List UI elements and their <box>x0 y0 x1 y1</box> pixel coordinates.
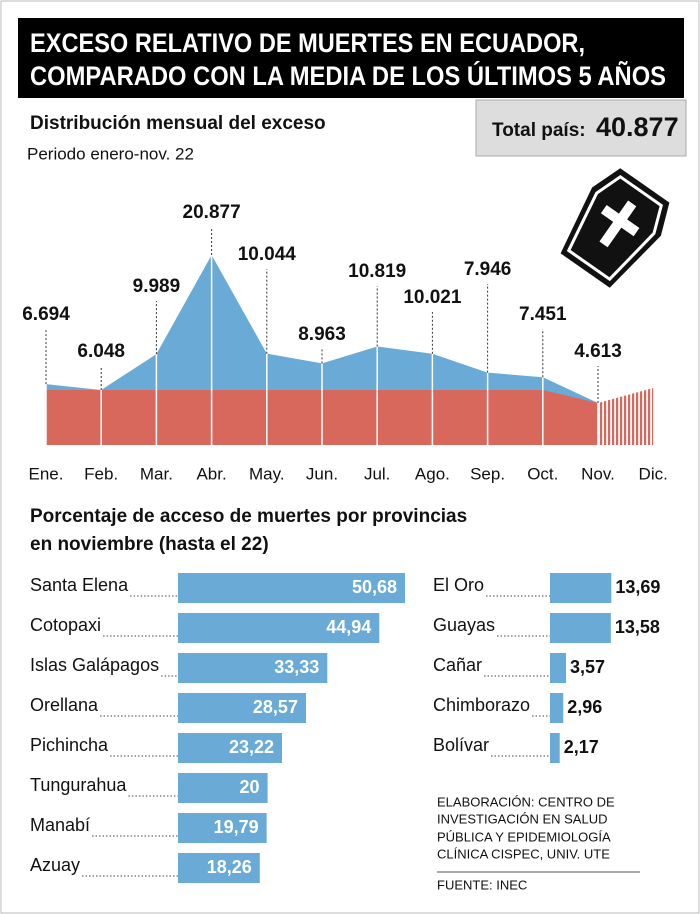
value-label: 6.694 <box>22 304 70 325</box>
category-label: Orellana <box>30 695 99 715</box>
x-tick-label: May. <box>249 464 285 483</box>
category-label: Santa Elena <box>30 575 129 595</box>
value-label: 50,68 <box>352 577 397 597</box>
value-label: 13,69 <box>615 577 660 597</box>
value-label: 10.819 <box>348 261 406 282</box>
total-box <box>475 99 687 157</box>
value-label: 8.963 <box>298 324 346 345</box>
value-label: 18,26 <box>207 857 252 877</box>
value-label: 7.451 <box>519 304 567 325</box>
value-label: 20 <box>240 777 260 797</box>
credit: PÚBLICA Y EPIDEMIOLOGÍA <box>437 829 611 844</box>
category-label: Azuay <box>30 855 80 875</box>
credit: INVESTIGACIÓN EN SALUD <box>437 811 607 826</box>
category-label: Manabí <box>30 815 90 835</box>
bar-title: Porcentaje de acceso de muertes por prov… <box>30 506 467 527</box>
credit: CLÍNICA CISPEC, UNIV. UTE <box>437 846 610 861</box>
title: EXCESO RELATIVO DE MUERTES EN ECUADOR, <box>30 28 585 58</box>
category-label: El Oro <box>433 575 484 595</box>
bar <box>550 733 560 763</box>
bar <box>178 733 283 763</box>
category-label: Islas Galápagos <box>30 655 159 675</box>
value-label: 23,22 <box>229 737 274 757</box>
value-label: 2,17 <box>564 737 599 757</box>
bar <box>178 853 260 883</box>
category-label: Cañar <box>433 655 482 675</box>
x-tick-label: Mar. <box>140 464 173 483</box>
title: COMPARADO CON LA MEDIA DE LOS ÚLTIMOS 5 … <box>30 60 666 91</box>
x-tick-label: Jun. <box>306 464 338 483</box>
x-tick-label: Ago. <box>415 464 450 483</box>
value-label: 4.613 <box>574 341 622 362</box>
x-tick-label: Ene. <box>29 464 64 483</box>
header-bg <box>18 18 684 98</box>
x-tick-label: Abr. <box>196 464 226 483</box>
x-tick-label: Feb. <box>84 464 118 483</box>
bar <box>178 813 267 843</box>
value-label: 7.946 <box>464 259 512 280</box>
bar <box>550 573 612 603</box>
category-label: Bolívar <box>433 735 489 755</box>
total-value: 40.877 <box>596 112 679 142</box>
value-label: 9.989 <box>133 276 181 297</box>
x-tick-label: Oct. <box>527 464 558 483</box>
category-label: Guayas <box>433 615 495 635</box>
bar <box>178 693 306 723</box>
value-label: 2,96 <box>567 697 602 717</box>
bar <box>178 653 328 683</box>
area-title: Distribución mensual del exceso <box>30 113 326 134</box>
value-label: 33,33 <box>274 657 319 677</box>
coffin-icon <box>560 168 670 288</box>
bar <box>550 653 566 683</box>
x-tick-label: Dic. <box>639 464 668 483</box>
bar <box>178 613 380 643</box>
bar <box>550 613 611 643</box>
x-tick-label: Jul. <box>364 464 390 483</box>
bar <box>550 693 564 723</box>
value-label: 28,57 <box>253 697 298 717</box>
category-label: Pichincha <box>30 735 109 755</box>
value-label: 20.877 <box>183 202 241 223</box>
bar <box>178 573 405 603</box>
area-subtitle: Periodo enero-nov. 22 <box>27 144 194 163</box>
value-label: 44,94 <box>326 617 371 637</box>
source: FUENTE: INEC <box>437 877 527 892</box>
value-label: 19,79 <box>214 817 259 837</box>
value-label: 10.021 <box>403 287 462 308</box>
value-label: 10.044 <box>238 244 297 265</box>
total-label: Total país: <box>492 120 586 141</box>
credit: ELABORACIÓN: CENTRO DE <box>437 794 615 809</box>
bar <box>178 773 268 803</box>
projection-area <box>598 388 654 445</box>
value-label: 13,58 <box>615 617 660 637</box>
x-tick-label: Nov. <box>581 464 615 483</box>
bar-title: en noviembre (hasta el 22) <box>30 534 269 555</box>
value-label: 3,57 <box>570 657 605 677</box>
category-label: Tungurahua <box>30 775 127 795</box>
category-label: Cotopaxi <box>30 615 101 635</box>
value-label: 6.048 <box>77 341 125 362</box>
category-label: Chimborazo <box>433 695 530 715</box>
x-tick-label: Sep. <box>470 464 505 483</box>
